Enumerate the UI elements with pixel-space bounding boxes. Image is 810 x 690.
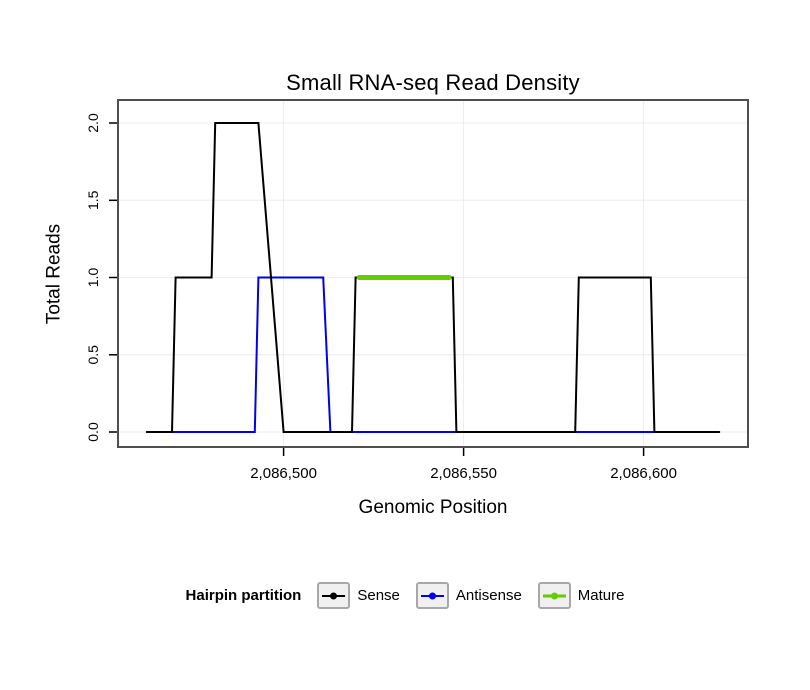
legend-label-sense: Sense xyxy=(357,587,400,604)
legend-key-mature-icon xyxy=(537,582,571,609)
plot-frame xyxy=(117,99,749,448)
y-tick-label: 1.0 xyxy=(85,268,101,288)
legend-item-sense: Sense xyxy=(317,582,400,609)
legend-glyph-sense xyxy=(322,592,346,599)
y-tick-label: 2.0 xyxy=(85,113,101,133)
x-tick-label: 2,086,600 xyxy=(610,465,677,482)
series-sense-line xyxy=(145,122,721,433)
legend-key-antisense-icon xyxy=(415,582,449,609)
legend-key-sense-icon xyxy=(317,582,351,609)
legend-item-mature: Mature xyxy=(537,582,625,609)
x-tick-label: 2,086,500 xyxy=(250,465,317,482)
series-antisense-line xyxy=(163,276,721,433)
legend-glyph-antisense xyxy=(420,592,444,599)
legend-items: Sense Antisense Mature xyxy=(317,582,624,609)
y-tick-label: 0.0 xyxy=(85,422,101,442)
legend-label-antisense: Antisense xyxy=(455,587,522,604)
legend-glyph-mature xyxy=(542,592,566,599)
chart-title: Small RNA-seq Read Density xyxy=(286,70,580,95)
legend: Hairpin partition Sense Antisense Mature xyxy=(0,582,810,609)
y-axis-title: Total Reads xyxy=(43,223,65,325)
legend-label-mature: Mature xyxy=(577,587,625,604)
plot-background xyxy=(118,100,748,447)
y-tick-label: 0.5 xyxy=(85,345,101,365)
y-tick-label: 1.5 xyxy=(85,190,101,210)
legend-title: Hairpin partition xyxy=(185,587,302,604)
x-tick-label: 2,086,550 xyxy=(430,465,497,482)
x-axis-title: Genomic Position xyxy=(358,497,508,518)
legend-item-antisense: Antisense xyxy=(415,582,522,609)
